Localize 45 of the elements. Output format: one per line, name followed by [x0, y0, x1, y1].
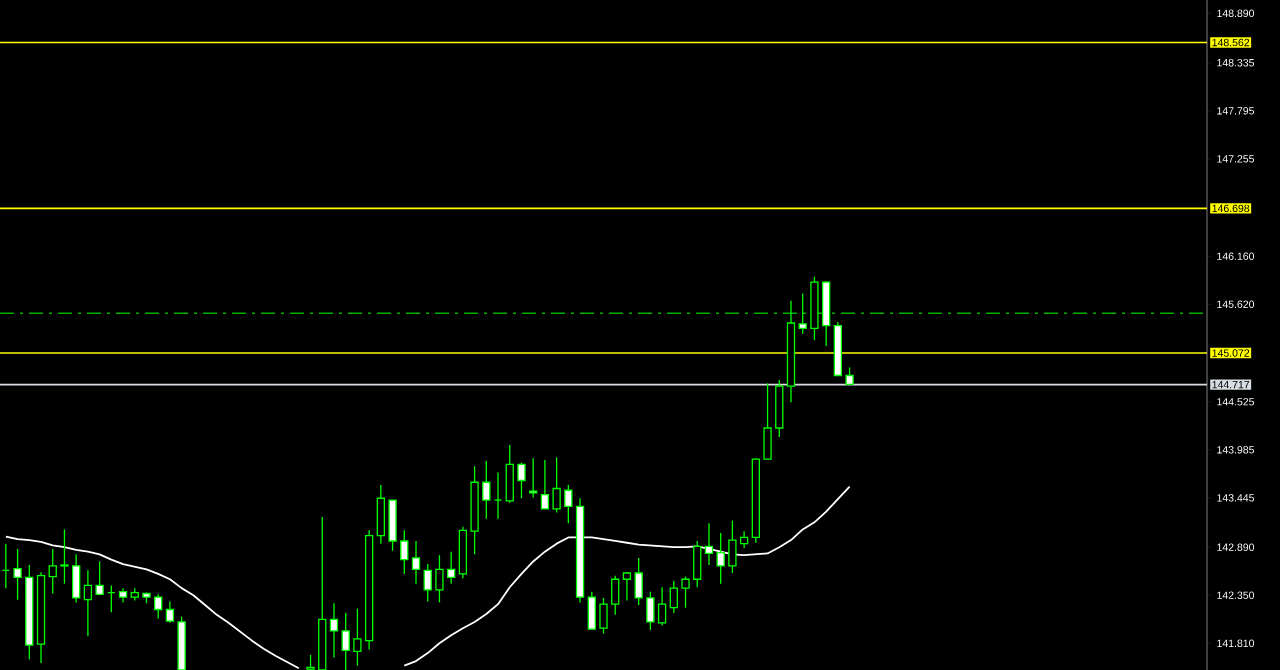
candlestick	[435, 554, 444, 604]
candlestick	[540, 459, 550, 510]
y-tick-label: 148.890	[1217, 9, 1255, 18]
candlestick	[411, 540, 421, 585]
ref-line-label: 148.562	[1212, 38, 1250, 47]
candlestick	[798, 292, 807, 335]
y-tick-label: 143.985	[1217, 446, 1255, 454]
y-tick-label: 141.810	[1217, 639, 1255, 648]
candlestick	[681, 575, 690, 609]
candlestick	[739, 530, 749, 549]
candlestick	[48, 548, 57, 595]
y-tick-label: 146.160	[1217, 252, 1255, 260]
candlestick	[83, 569, 93, 637]
candlestick	[341, 612, 350, 670]
candlestick	[165, 600, 175, 624]
y-tick-label: 145.620	[1217, 300, 1255, 309]
candlestick	[329, 602, 339, 659]
y-tick-label: 147.795	[1217, 107, 1255, 115]
candlestick	[669, 580, 678, 614]
ref-line-label: 146.698	[1212, 204, 1250, 213]
y-tick-label: 147.255	[1217, 155, 1255, 163]
candlestick	[704, 522, 714, 566]
y-tick-label: 142.350	[1217, 591, 1255, 599]
candlestick	[154, 593, 163, 620]
candlestick	[482, 460, 491, 520]
y-tick-label: 144.525	[1217, 398, 1255, 406]
y-tick-label: 148.335	[1217, 59, 1255, 67]
candlestick	[353, 607, 362, 667]
ref-line-label: 145.072	[1212, 349, 1250, 357]
candlestick	[564, 484, 573, 524]
ref-line-label: 144.717	[1212, 381, 1250, 389]
y-tick-label: 142.890	[1217, 543, 1255, 551]
candlestick	[657, 586, 667, 627]
candlestick	[95, 560, 104, 596]
candlestick	[400, 529, 409, 575]
candlestick	[13, 548, 22, 601]
y-tick-label: 143.445	[1217, 494, 1255, 502]
candlestick	[552, 456, 561, 514]
candlestick	[423, 563, 432, 603]
candlestick	[517, 462, 526, 499]
candlestick	[622, 571, 632, 602]
candlestick	[716, 532, 725, 585]
candlestick	[529, 457, 538, 499]
candlestick	[60, 528, 69, 585]
candlestick	[446, 551, 456, 585]
